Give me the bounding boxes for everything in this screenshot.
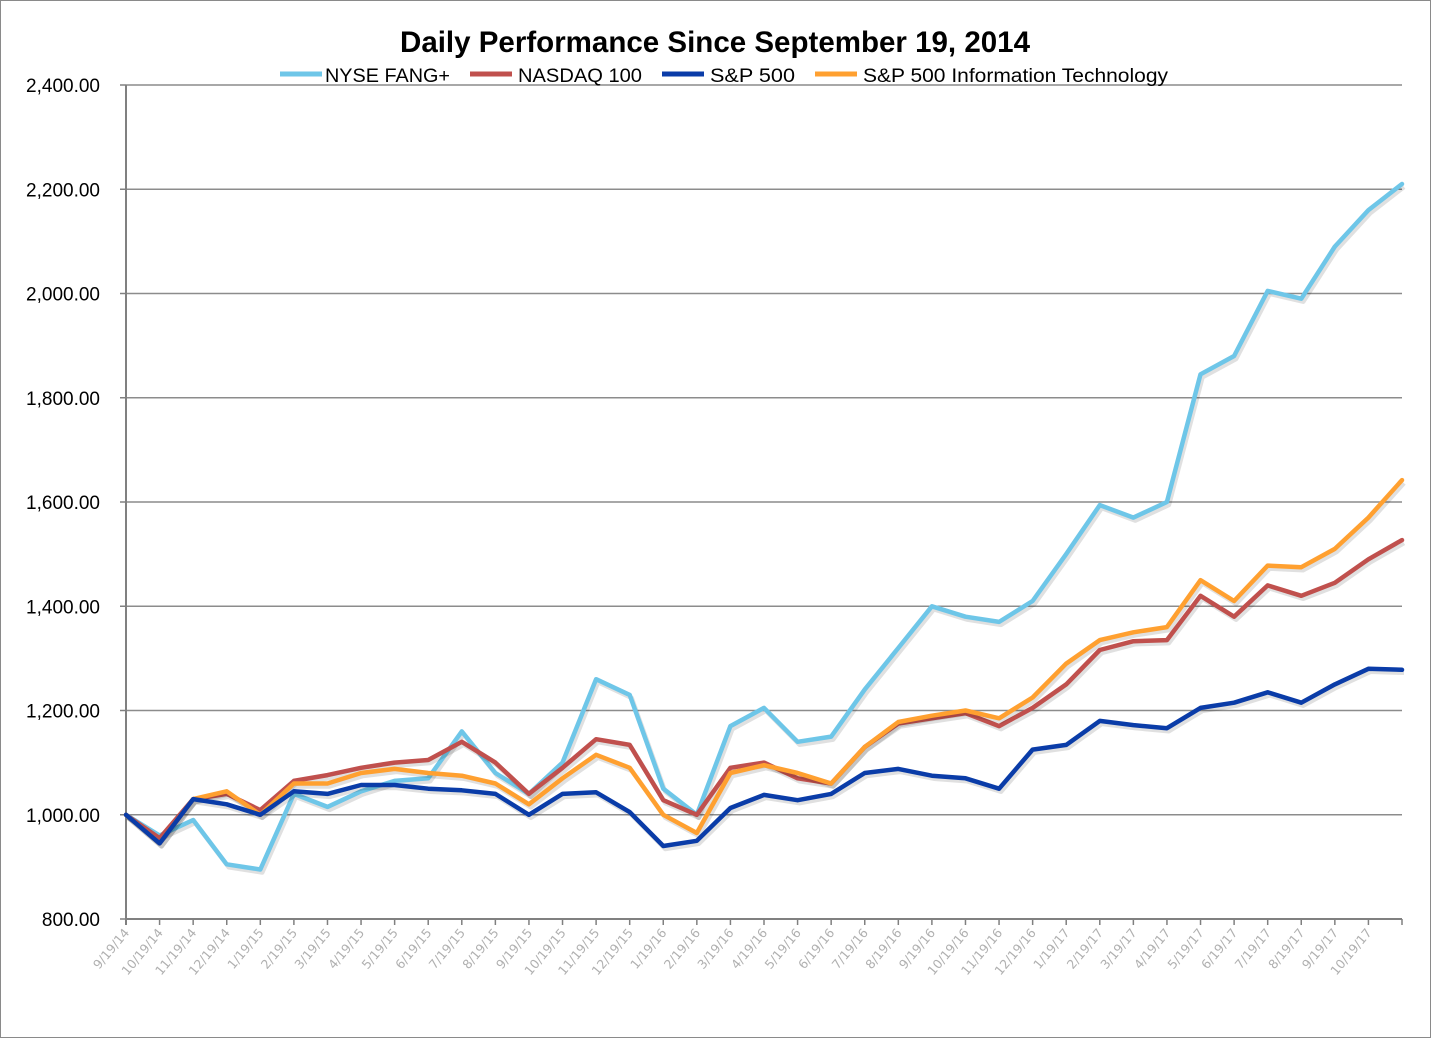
legend-label-nyse-fang-: NYSE FANG+ [325, 66, 450, 87]
legend-label-nasdaq-100: NASDAQ 100 [518, 66, 642, 87]
series-line-s-p-500 [123, 666, 1405, 849]
series-line-s-p-500-information-technology [123, 477, 1405, 846]
y-tick-label: 2,200.00 [26, 180, 100, 201]
y-tick-label: 1,000.00 [26, 806, 100, 827]
chart-title: Daily Performance Since September 19, 20… [400, 26, 1030, 59]
gridlines [120, 84, 1402, 925]
legend-label-s-p-500-information-technology: S&P 500 Information Technology [863, 66, 1169, 87]
y-tick-label: 1,200.00 [26, 702, 100, 723]
y-tick-label: 2,400.00 [26, 76, 100, 97]
y-tick-label: 1,600.00 [26, 493, 100, 514]
y-tick-label: 1,400.00 [26, 597, 100, 618]
y-tick-label: 800.00 [42, 910, 100, 931]
x-axis-ticks: 9/19/1410/19/1411/19/1412/19/141/19/152/… [90, 919, 1403, 978]
series-shadow-s-p-500-information-technology [126, 481, 1406, 849]
y-tick-label: 1,800.00 [26, 389, 100, 410]
series-line-nasdaq-100 [123, 537, 1405, 841]
legend: NYSE FANG+ NASDAQ 100 S&P 500 S&P 500 Infor… [280, 66, 1169, 87]
y-axis-ticks: 800.00 1,000.00 1,200.00 1,400.00 1,600.00 1,… [26, 76, 100, 931]
legend-label-s-p-500: S&P 500 [710, 66, 795, 87]
y-tick-label: 2,000.00 [26, 285, 100, 306]
series-shadow-s-p-500 [126, 669, 1405, 852]
series-line-nyse-fang- [123, 181, 1405, 872]
series-lines [123, 181, 1406, 875]
